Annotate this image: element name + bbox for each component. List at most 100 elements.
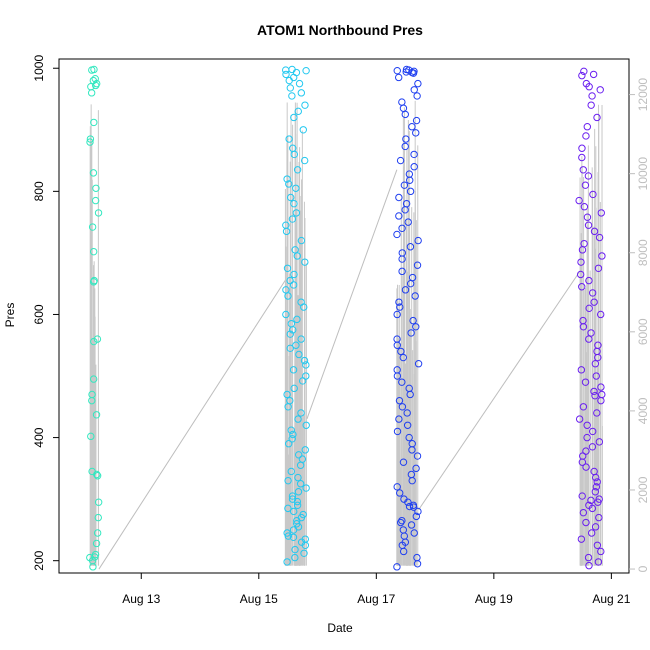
data-point — [302, 66, 310, 75]
data-point — [583, 123, 592, 131]
data-point — [409, 316, 417, 325]
data-point — [286, 84, 294, 92]
data-point — [393, 230, 401, 239]
data-point — [588, 92, 596, 100]
data-point — [412, 512, 421, 521]
data-point — [293, 252, 301, 260]
data-point — [301, 258, 309, 266]
data-point — [406, 176, 414, 184]
data-point — [576, 270, 585, 279]
data-point — [89, 563, 97, 571]
data-point — [413, 560, 422, 568]
data-point — [292, 341, 300, 349]
data-point — [300, 303, 308, 311]
data-point — [593, 409, 601, 417]
y-tick-label: 600 — [32, 304, 46, 324]
data-point — [400, 181, 409, 189]
data-point — [584, 553, 593, 562]
data-point — [86, 138, 94, 146]
x-tick-label: Aug 13 — [122, 592, 160, 606]
data-point — [408, 446, 416, 454]
data-point — [293, 315, 301, 324]
data-point — [87, 432, 95, 441]
data-point — [412, 464, 420, 473]
data-point — [88, 66, 96, 74]
data-point — [288, 65, 296, 74]
y-tick-label: 1000 — [32, 55, 46, 82]
data-point — [577, 535, 586, 543]
data-point — [413, 92, 421, 100]
data-point — [397, 347, 405, 356]
data-point — [290, 150, 299, 159]
data-point — [282, 310, 290, 319]
data-point — [294, 107, 302, 116]
data-point — [397, 518, 405, 527]
data-point — [290, 507, 298, 516]
data-point — [287, 426, 295, 434]
data-point — [90, 337, 98, 346]
data-point — [399, 104, 408, 112]
data-point — [396, 303, 404, 311]
data-point — [93, 470, 101, 479]
data-point — [413, 452, 422, 460]
data-point — [88, 223, 97, 231]
y2-tick-label: 10000 — [636, 157, 650, 191]
data-point — [578, 246, 587, 254]
y-tick-label: 800 — [32, 181, 46, 201]
data-point — [296, 480, 305, 488]
data-point — [398, 516, 406, 525]
data-point — [404, 218, 412, 226]
data-point — [406, 390, 414, 399]
x-tick-label: Aug 15 — [240, 592, 278, 606]
data-point — [408, 123, 416, 131]
data-point — [579, 508, 588, 517]
data-point — [297, 89, 306, 97]
data-point — [593, 478, 601, 486]
data-point — [293, 501, 302, 509]
y2-tick-label: 8000 — [636, 239, 650, 266]
y-axis-label: Pres — [3, 303, 17, 328]
data-point — [92, 184, 100, 192]
data-point — [302, 361, 310, 369]
data-point — [401, 206, 409, 214]
y2-tick-label: 6000 — [636, 318, 650, 345]
x-tick-label: Aug 17 — [357, 592, 395, 606]
data-point — [286, 330, 294, 338]
data-point — [592, 473, 600, 482]
data-point — [294, 415, 302, 423]
data-point — [411, 292, 419, 300]
transit-line — [306, 169, 398, 419]
data-point — [597, 383, 605, 391]
data-point — [580, 67, 588, 76]
data-point — [91, 196, 100, 205]
data-point — [291, 553, 299, 562]
data-point — [299, 126, 307, 134]
data-point — [585, 335, 593, 343]
data-point — [93, 472, 102, 480]
data-point — [594, 353, 602, 362]
data-point — [395, 415, 403, 423]
data-point — [284, 504, 292, 513]
data-point — [588, 443, 597, 451]
data-point — [288, 92, 296, 100]
data-point — [393, 372, 402, 380]
data-point — [395, 73, 403, 82]
y2-tick-label: 12000 — [636, 78, 650, 112]
data-point — [583, 433, 591, 442]
data-point — [289, 326, 297, 334]
data-point — [593, 113, 601, 122]
data-point — [289, 526, 298, 534]
data-point — [298, 377, 307, 385]
data-point — [585, 304, 593, 313]
data-point — [89, 278, 98, 286]
data-point — [582, 132, 590, 140]
data-point — [410, 86, 418, 94]
data-point — [289, 366, 298, 374]
chart-title: ATOM1 Northbound Pres — [257, 22, 423, 38]
data-point — [591, 488, 600, 496]
data-point — [285, 180, 293, 188]
data-point — [292, 184, 300, 192]
data-point — [287, 467, 295, 476]
data-point — [297, 409, 305, 417]
